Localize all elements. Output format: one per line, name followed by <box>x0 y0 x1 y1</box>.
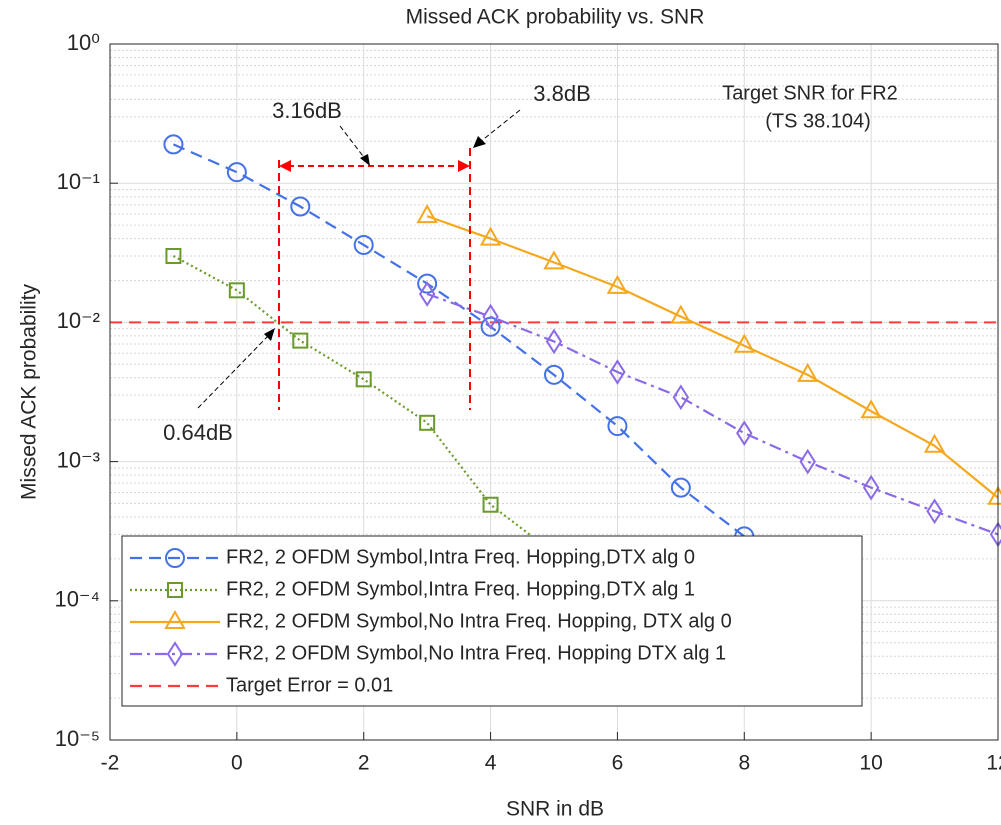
series-line <box>426 215 999 499</box>
marker <box>417 273 438 294</box>
marker <box>165 247 182 264</box>
series-line <box>426 292 999 536</box>
x-tick-label: 6 <box>612 752 624 775</box>
marker <box>670 477 691 498</box>
annotation: (TS 38.104) <box>765 110 871 132</box>
marker <box>672 384 690 411</box>
marker <box>607 416 628 437</box>
arrow-head <box>473 136 486 148</box>
y-axis-label: Missed ACK probability <box>18 284 41 500</box>
x-tick-label: -2 <box>101 752 120 775</box>
arrow-head <box>360 154 370 166</box>
marker <box>544 364 564 385</box>
arrow-head <box>458 160 470 172</box>
marker <box>733 333 755 353</box>
y-tick-label: 10⁻⁵ <box>55 726 100 751</box>
x-tick-label: 8 <box>738 752 750 775</box>
marker <box>543 250 565 270</box>
legend-box <box>121 535 863 707</box>
y-tick-label: 10⁻¹ <box>57 169 100 194</box>
marker <box>923 433 946 453</box>
pointer <box>479 109 521 143</box>
annotation: 3.8dB <box>533 81 591 106</box>
y-tick-label: 10⁻⁴ <box>54 587 100 612</box>
marker <box>419 414 436 431</box>
marker <box>545 328 563 355</box>
legend-label: Target Error = 0.01 <box>226 674 393 696</box>
marker <box>292 332 309 349</box>
marker <box>226 162 247 183</box>
marker <box>606 274 629 294</box>
annotation: 3.16dB <box>272 98 342 123</box>
y-tick-label: 10⁰ <box>67 30 100 55</box>
annotation: Target SNR for FR2 <box>722 82 898 104</box>
marker <box>926 498 943 525</box>
marker <box>609 359 626 385</box>
arrow-head <box>264 328 275 341</box>
marker <box>164 609 186 629</box>
plot-frame <box>109 43 999 741</box>
pointer <box>339 125 367 161</box>
legend-label: FR2, 2 OFDM Symbol,Intra Freq. Hopping,D… <box>226 546 695 568</box>
x-tick-label: 12 <box>986 752 1001 775</box>
annotation: 0.64dB <box>163 420 233 445</box>
x-tick-label: 4 <box>485 752 497 775</box>
marker <box>479 226 502 246</box>
x-tick-label: 10 <box>859 752 882 775</box>
marker <box>670 304 692 324</box>
marker <box>482 303 499 330</box>
x-tick-label: 0 <box>231 752 243 775</box>
marker <box>353 234 374 255</box>
marker <box>799 448 816 475</box>
chart-title: Missed ACK probability vs. SNR <box>406 6 705 29</box>
marker <box>167 582 183 598</box>
arrow-head <box>279 160 291 172</box>
marker <box>736 420 753 447</box>
x-axis-label: SNR in dB <box>506 798 604 821</box>
y-tick-label: 10⁻³ <box>57 447 100 472</box>
pointer <box>197 335 269 409</box>
legend-label: FR2, 2 OFDM Symbol,No Intra Freq. Hoppin… <box>226 610 732 632</box>
marker <box>416 204 438 224</box>
marker <box>355 371 372 388</box>
marker <box>165 548 185 568</box>
marker <box>797 362 819 382</box>
marker <box>482 496 499 513</box>
marker <box>860 399 882 419</box>
marker <box>166 641 184 667</box>
marker <box>290 196 311 217</box>
marker <box>228 282 245 299</box>
legend-label: FR2, 2 OFDM Symbol,No Intra Freq. Hoppin… <box>226 642 726 664</box>
annotation-shapes <box>197 109 521 410</box>
marker <box>418 281 436 307</box>
marker <box>163 134 184 155</box>
marker <box>862 474 880 501</box>
y-tick-label: 10⁻² <box>57 308 100 333</box>
x-tick-label: 2 <box>358 752 370 775</box>
legend-label: FR2, 2 OFDM Symbol,Intra Freq. Hopping,D… <box>226 578 695 600</box>
